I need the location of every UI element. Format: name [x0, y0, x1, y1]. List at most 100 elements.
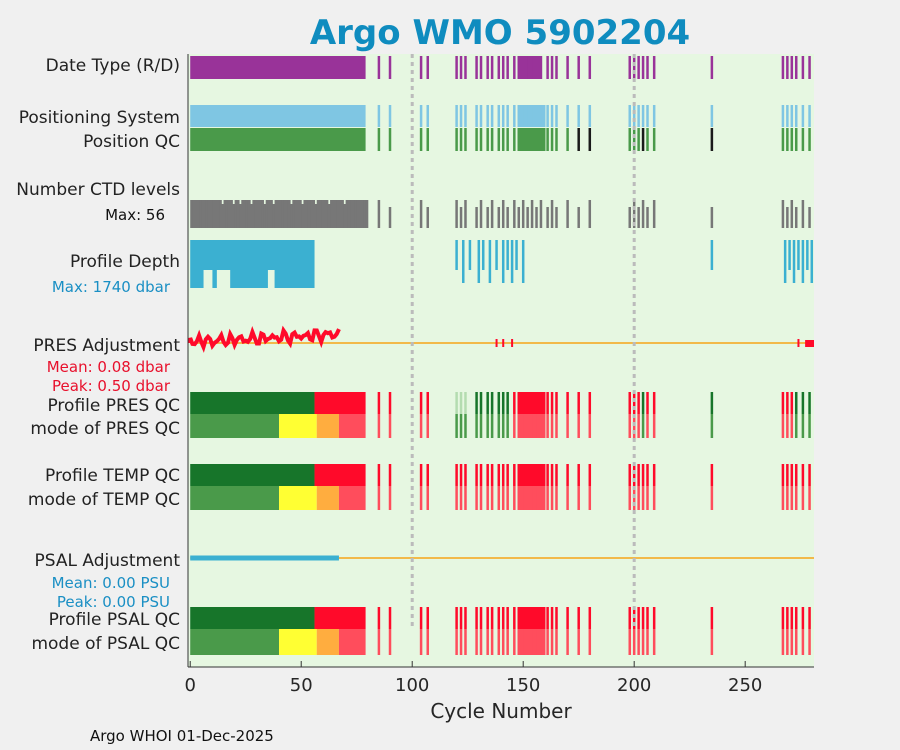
ctd-level-bar — [338, 200, 342, 228]
position-qc-tick — [479, 128, 483, 151]
profile-psal-qc-tick — [475, 607, 478, 629]
pres-adjust-tick — [495, 339, 498, 347]
profile-pres-qc-tick — [426, 392, 429, 414]
mode-temp-qc-tick — [588, 486, 592, 510]
mode-psal-qc-tick — [490, 629, 494, 655]
mode-psal-qc-tick — [475, 629, 478, 655]
mode-pres-qc-tick — [419, 414, 423, 438]
profile-temp-qc-tick — [781, 464, 785, 486]
mode-pres-qc-tick — [546, 414, 549, 438]
profile-psal-qc-good — [190, 607, 315, 629]
date-type-tick — [479, 56, 483, 79]
ctd-level-tick — [781, 200, 785, 228]
position-qc-tick — [652, 128, 656, 151]
mode-pres-qc-tick — [637, 414, 640, 438]
profile-temp-qc-tick — [513, 464, 516, 486]
position-qc-tick — [426, 128, 429, 151]
mode-pres-qc-tick — [464, 414, 467, 438]
mode-temp-qc-tick — [479, 486, 483, 510]
profile-temp-qc-tick — [641, 464, 645, 486]
profile-psal-qc-tick — [808, 607, 811, 629]
ctd-level-tick — [426, 207, 429, 228]
mode-temp-qc-tick — [546, 486, 549, 510]
ctd-level-tick — [521, 200, 525, 228]
date-type-tick — [459, 56, 463, 79]
ctd-level-bar — [219, 200, 222, 228]
ctd-level-bar — [343, 204, 347, 228]
mode-pres-qc-tick — [475, 414, 478, 438]
mode-temp-qc-tick — [555, 486, 558, 510]
label-pres-adjustment: PRES Adjustment — [33, 336, 180, 356]
position-qc-tick — [555, 128, 558, 151]
profile-temp-qc-tick — [794, 464, 798, 486]
ctd-level-bar — [327, 204, 331, 228]
positioning-tick — [486, 105, 489, 127]
date-type-tick — [588, 56, 592, 79]
date-type-tick — [506, 56, 509, 79]
profile-psal-qc-tick — [786, 607, 789, 629]
mode-pres-qc-segment — [190, 414, 280, 438]
ctd-level-bar — [252, 200, 256, 228]
profile-pres-qc-tick — [808, 392, 811, 414]
profile-depth-tick — [495, 240, 498, 270]
positioning-tick — [652, 105, 656, 127]
positioning-tick — [388, 105, 392, 127]
ctd-level-bar — [256, 200, 260, 228]
ctd-level-tick — [486, 207, 489, 228]
position-qc-tick — [475, 128, 478, 151]
profile-depth-tick — [797, 240, 800, 270]
ctd-level-bar — [199, 200, 202, 228]
position-qc-block — [190, 128, 366, 151]
mode-psal-qc-tick — [377, 629, 381, 655]
ctd-level-bar — [330, 200, 333, 228]
ctd-level-bar — [361, 200, 364, 228]
pres-adjust-tick — [797, 339, 800, 347]
mode-pres-qc-segment — [338, 414, 366, 438]
profile-depth-tick — [455, 240, 458, 270]
profile-psal-qc-tick — [377, 607, 381, 629]
mode-psal-qc-tick — [808, 629, 811, 655]
profile-temp-qc-tick — [801, 464, 805, 486]
profile-depth-tick — [801, 240, 805, 283]
ctd-level-bar — [303, 200, 307, 228]
mode-temp-qc-tick — [628, 486, 632, 510]
position-qc-tick — [377, 128, 381, 151]
mode-temp-qc-tick — [464, 486, 467, 510]
mode-psal-qc-tick — [637, 629, 640, 655]
profile-depth-tick — [510, 240, 514, 283]
positioning-tick — [464, 105, 467, 127]
ctd-level-bar — [210, 200, 213, 228]
x-tick-label: 250 — [728, 675, 762, 696]
ctd-level-bar — [287, 200, 291, 228]
ctd-level-tick — [786, 207, 789, 228]
profile-depth-tick — [468, 240, 472, 270]
mode-psal-qc-tick — [790, 629, 794, 655]
x-tick-label: 150 — [506, 675, 540, 696]
ctd-level-tick — [546, 207, 549, 228]
mode-temp-qc-tick — [513, 486, 516, 510]
ctd-level-bar — [345, 200, 349, 228]
positioning-tick — [497, 105, 501, 127]
profile-depth-tick — [501, 240, 505, 283]
mode-temp-qc-tick — [388, 486, 392, 510]
position-qc-tick — [550, 128, 554, 151]
profile-temp-qc-tick — [566, 464, 569, 486]
mode-psal-qc-tick — [781, 629, 785, 655]
date-type-tick — [790, 56, 794, 79]
label-depth-max: Max: 1740 dbar — [52, 278, 171, 296]
mode-psal-qc-segment — [190, 629, 280, 655]
ctd-level-bar — [216, 200, 220, 228]
date-type-tick — [419, 56, 423, 79]
label-positioning-system: Positioning System — [19, 108, 180, 128]
ctd-level-bar — [298, 200, 302, 228]
ctd-level-bar — [236, 200, 240, 228]
profile-psal-qc-tick — [628, 607, 632, 629]
mode-psal-qc-tick — [794, 629, 798, 655]
profile-psal-qc-tick — [555, 607, 558, 629]
positioning-tick — [577, 105, 580, 127]
profile-pres-qc-tick — [479, 392, 483, 414]
position-qc-tick — [486, 128, 489, 151]
positioning-tick — [566, 105, 569, 127]
mode-pres-qc-tick — [641, 414, 645, 438]
ctd-level-bar — [234, 200, 238, 228]
